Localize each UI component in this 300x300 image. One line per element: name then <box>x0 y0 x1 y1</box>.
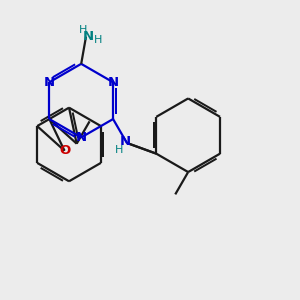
Text: N: N <box>107 76 118 89</box>
Text: N: N <box>44 76 55 89</box>
Text: H: H <box>94 34 102 45</box>
Text: O: O <box>59 144 70 157</box>
Text: H: H <box>115 145 123 154</box>
Text: N: N <box>82 30 93 43</box>
Text: N: N <box>76 131 87 144</box>
Text: N: N <box>119 135 130 148</box>
Text: H: H <box>79 25 87 35</box>
